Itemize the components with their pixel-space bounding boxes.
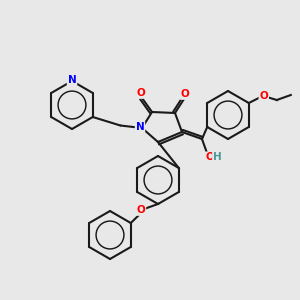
Text: O: O: [181, 89, 189, 99]
Text: O: O: [136, 88, 146, 98]
Text: N: N: [136, 122, 144, 132]
Text: O: O: [260, 91, 268, 101]
Text: H: H: [213, 152, 221, 162]
Text: O: O: [206, 152, 214, 162]
Text: O: O: [136, 205, 146, 215]
Text: N: N: [68, 75, 76, 85]
